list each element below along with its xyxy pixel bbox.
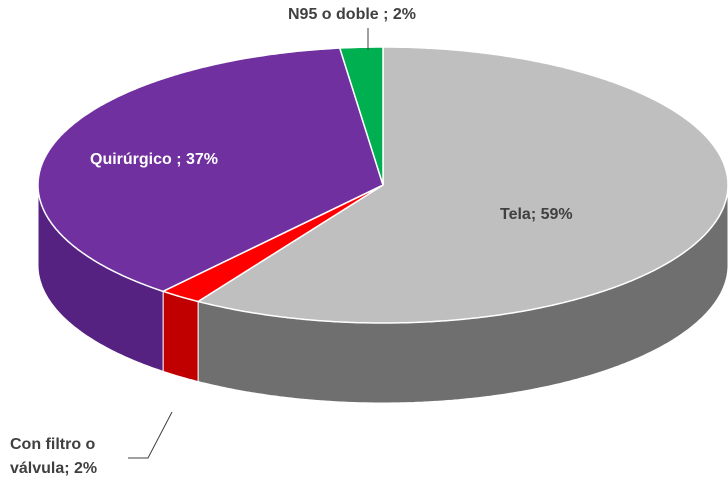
- slice: [196, 46, 728, 324]
- slice: [37, 47, 384, 293]
- slice: [338, 46, 384, 186]
- data-label: Con filtro o válvula; 2%: [10, 436, 98, 477]
- slice: [161, 184, 384, 303]
- slice-side: [162, 290, 199, 383]
- data-label: Tela; 59%: [500, 206, 573, 223]
- data-label: N95 o doble ; 2%: [288, 6, 417, 23]
- leader-line: [128, 411, 173, 459]
- data-label: Quirúrgico ; 37%: [90, 151, 219, 168]
